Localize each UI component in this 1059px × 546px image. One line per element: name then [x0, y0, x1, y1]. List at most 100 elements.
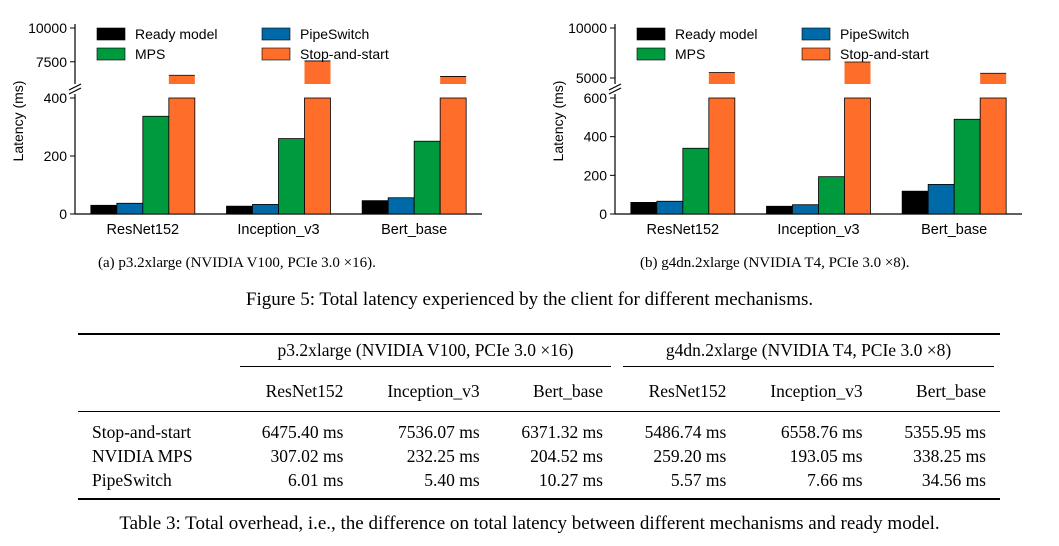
bar: [630, 201, 658, 215]
table-cell: 6475.40 ms: [261, 421, 344, 442]
y-tick-label: 600: [584, 90, 608, 106]
y-axis-label: Latency (ms): [550, 81, 566, 162]
table-row: PipeSwitch 6.01 ms 5.40 ms 10.27 ms 5.57…: [78, 468, 1000, 499]
chart-svg: 0 200 400 7500 10000 Latency (ms) ResNet152 Inc…: [10, 20, 482, 238]
table-group-header: p3.2xlarge (NVIDIA V100, PCIe 3.0 ×16) g…: [78, 335, 1000, 371]
bar: [844, 97, 871, 215]
table-cell: 34.56 ms: [921, 469, 986, 490]
table-cell: 6.01 ms: [287, 469, 344, 490]
bar: [439, 97, 467, 215]
bar: [792, 204, 819, 215]
col-header: Inception_v3: [387, 380, 480, 401]
overhead-table: p3.2xlarge (NVIDIA V100, PCIe 3.0 ×16) g…: [78, 333, 1000, 501]
bar: [656, 200, 684, 215]
bar-upper: [708, 72, 735, 84]
x-tick-label: Inception_v3: [777, 222, 859, 238]
row-label: Stop-and-start: [92, 421, 192, 442]
table-cell: 7.66 ms: [807, 469, 863, 490]
bar-upper: [168, 75, 195, 84]
legend-swatch: [636, 27, 666, 41]
y-tick-label: 10000: [568, 20, 607, 36]
chart-p3-latency: 0 200 400 7500 10000 Latency (ms) ResNet152 Inc…: [10, 10, 490, 250]
row-label: NVIDIA MPS: [92, 445, 193, 466]
table-cell: 193.05 ms: [789, 445, 863, 466]
legend-label: MPS: [675, 46, 705, 62]
col-header: Inception_v3: [770, 380, 863, 401]
legend-swatch: [96, 47, 126, 61]
legend-label: MPS: [135, 46, 165, 62]
axis-break-mark: [68, 83, 82, 91]
chart-g4dn-latency: 0 200 400 600 5000 10000 Latency (ms) ResNet152…: [550, 10, 1030, 250]
group-p3: p3.2xlarge (NVIDIA V100, PCIe 3.0 ×16): [240, 340, 611, 367]
bar: [387, 197, 415, 215]
y-tick-label: 200: [584, 167, 608, 183]
y-tick-label: 200: [44, 148, 68, 164]
legend-swatch: [96, 27, 126, 41]
chart-svg: 0 200 400 600 5000 10000 Latency (ms) ResNet152…: [550, 20, 1022, 238]
y-tick-label: 10000: [28, 20, 67, 36]
bar: [304, 97, 331, 215]
table-cell: 5.40 ms: [424, 469, 480, 490]
table-row: NVIDIA MPS 307.02 ms 232.25 ms 204.52 ms…: [78, 444, 1000, 468]
bar: [766, 205, 793, 215]
x-tick-label: Bert_base: [381, 222, 447, 238]
y-tick-label: 400: [44, 90, 68, 106]
table-cell: 10.27 ms: [538, 469, 603, 490]
table-cell: 5.57 ms: [670, 469, 727, 490]
col-header: ResNet152: [648, 380, 727, 401]
col-header: Bert_base: [916, 380, 986, 401]
col-header: Bert_base: [533, 380, 603, 401]
legend-swatch: [801, 27, 831, 41]
bar: [708, 97, 736, 215]
table-cell: 307.02 ms: [270, 445, 344, 466]
table-cell: 6371.32 ms: [521, 421, 603, 442]
table-cell: 232.25 ms: [406, 445, 480, 466]
row-label: PipeSwitch: [92, 469, 172, 490]
bar-upper: [440, 76, 467, 84]
bar-upper: [980, 73, 1007, 84]
table-cell: 5486.74 ms: [644, 421, 727, 442]
table-cell: 338.25 ms: [913, 445, 986, 466]
axis-break-mark: [608, 83, 622, 91]
y-axis-label: Latency (ms): [10, 81, 26, 162]
legend-swatch: [636, 47, 666, 61]
x-tick-label: Bert_base: [921, 222, 987, 238]
subcaption-b: (b) g4dn.2xlarge (NVIDIA T4, PCIe 3.0 ×8…: [640, 255, 910, 271]
table-caption: Table 3: Total overhead, i.e., the diffe…: [119, 513, 940, 534]
legend-label: Ready model: [675, 26, 758, 42]
axis-break-mark: [68, 87, 82, 95]
table-cell: 259.20 ms: [653, 445, 727, 466]
legend-swatch: [261, 47, 291, 61]
bar: [901, 190, 929, 215]
legend-label: Stop-and-start: [840, 46, 929, 62]
legend-swatch: [261, 27, 291, 41]
table-cell: 7536.07 ms: [397, 421, 480, 442]
table-column-header: ResNet152 Inception_v3 Bert_base ResNet1…: [78, 371, 1000, 412]
y-tick-label: 0: [599, 206, 607, 222]
y-tick-label: 0: [59, 206, 67, 222]
table-cell: 5355.95 ms: [904, 421, 986, 442]
bar-upper: [304, 60, 331, 84]
table-cell: 204.52 ms: [530, 445, 603, 466]
table-row: Stop-and-start 6475.40 ms 7536.07 ms 637…: [78, 412, 1000, 444]
x-tick-label: ResNet152: [647, 222, 720, 238]
x-tick-label: ResNet152: [107, 222, 180, 238]
y-tick-label: 7500: [36, 54, 67, 70]
figure-caption: Figure 5: Total latency experienced by t…: [245, 289, 814, 310]
group-g4dn: g4dn.2xlarge (NVIDIA T4, PCIe 3.0 ×8): [623, 340, 994, 367]
bar: [90, 204, 118, 215]
bar: [818, 176, 845, 215]
bar-upper: [844, 62, 871, 84]
bar: [142, 115, 170, 215]
bar: [953, 118, 981, 215]
bar: [116, 202, 144, 215]
bar: [252, 204, 279, 215]
col-header: ResNet152: [265, 380, 344, 401]
legend-swatch: [801, 47, 831, 61]
table-cell: 6558.76 ms: [780, 421, 863, 442]
legend-label: Ready model: [135, 26, 218, 42]
bar: [361, 200, 389, 215]
y-tick-label: 400: [584, 129, 608, 145]
bar: [682, 147, 710, 215]
legend-label: PipeSwitch: [300, 26, 369, 42]
